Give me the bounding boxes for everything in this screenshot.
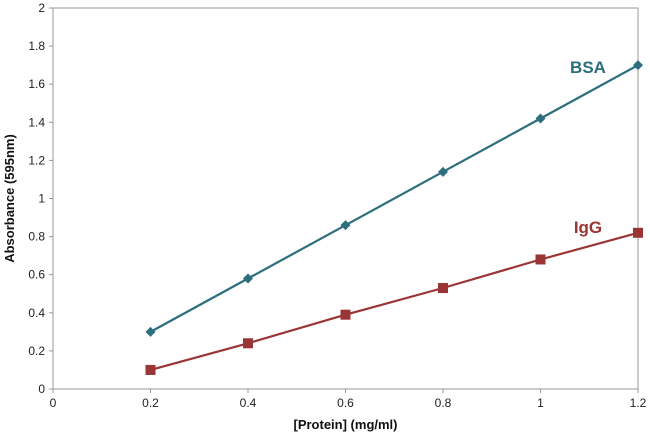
y-tick-label: 0.2: [28, 344, 45, 358]
x-tick-label: 0.8: [435, 396, 452, 410]
y-tick-label: 0.8: [28, 230, 45, 244]
data-point-igg: [633, 227, 643, 238]
y-tick-label: 0: [38, 382, 45, 396]
x-axis-title: [Protein] (mg/ml): [294, 417, 398, 432]
series-igg: IgG: [145, 218, 643, 375]
x-tick-label: 0.6: [337, 396, 354, 410]
series-line-bsa: [149, 64, 639, 333]
data-point-bsa: [535, 113, 546, 124]
data-point-bsa: [438, 166, 448, 177]
y-tick-label: 1.8: [28, 39, 45, 53]
y-axis-ticks: 0 0.2 0.4 0.6 0.8 1 1.2 1.4 1.6 1.8 2: [28, 1, 53, 396]
y-axis-title: Absorbance (595nm): [2, 134, 17, 263]
data-point-igg: [340, 309, 351, 320]
x-tick-label: 0: [50, 396, 57, 410]
y-tick-label: 2: [38, 1, 45, 15]
x-tick-label: 1.2: [630, 396, 647, 410]
series-line-igg: [150, 231, 639, 371]
series-bsa: BSA: [145, 58, 643, 337]
y-tick-label: 1.6: [28, 77, 45, 91]
data-point-bsa: [145, 326, 156, 337]
y-tick-label: 1: [38, 192, 45, 206]
data-point-bsa: [633, 60, 643, 71]
data-point-bsa: [340, 220, 351, 231]
series-label-igg: IgG: [574, 218, 602, 237]
x-tick-label: 0.4: [240, 396, 257, 410]
x-tick-label: 1: [537, 396, 544, 410]
y-tick-label: 0.4: [28, 306, 45, 320]
x-axis-ticks: 0 0.2 0.4 0.6 0.8 1 1.2: [50, 389, 647, 410]
data-point-igg: [145, 364, 156, 375]
data-point-igg: [438, 283, 448, 294]
series-label-bsa: BSA: [570, 58, 606, 77]
y-tick-label: 0.6: [28, 268, 45, 282]
data-point-igg: [535, 254, 546, 265]
x-tick-label: 0.2: [142, 396, 159, 410]
data-point-bsa: [243, 273, 253, 284]
y-tick-label: 1.4: [28, 115, 45, 129]
series-layer: BSA IgG: [145, 58, 643, 375]
plot-area-frame: [52, 7, 639, 390]
data-point-igg: [243, 338, 253, 349]
y-tick-label: 1.2: [28, 153, 45, 167]
